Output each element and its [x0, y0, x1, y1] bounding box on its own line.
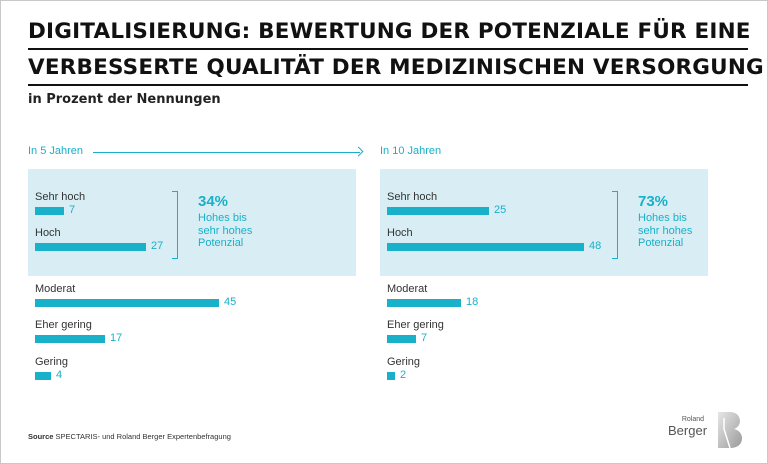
- period-label-5-years: In 5 Jahren: [28, 145, 84, 157]
- chart-title: DIGITALISIERUNG: BEWERTUNG DER POTENZIAL…: [28, 16, 764, 88]
- value-label-moderat-10-years: 18: [466, 296, 479, 308]
- highlight-label-line: sehr hohes: [638, 224, 693, 237]
- value-label-eher-gering-5-years: 17: [110, 332, 123, 344]
- logo-roland: Roland: [681, 416, 705, 423]
- highlight-label-line: sehr hohes: [198, 224, 253, 237]
- category-label-sehr-hoch: Sehr hoch: [387, 191, 438, 203]
- category-label-moderat: Moderat: [387, 283, 428, 295]
- source-note: Source SPECTARIS- und Roland Berger Expe…: [28, 432, 231, 441]
- value-label-sehr-hoch-5-years: 7: [69, 204, 76, 216]
- highlight-bracket-10-years: [612, 191, 618, 259]
- roland-berger-logo-text: Roland Berger: [668, 416, 707, 438]
- source-text: SPECTARIS- und Roland Berger Expertenbef…: [55, 432, 231, 441]
- title-line-1: DIGITALISIERUNG: BEWERTUNG DER POTENZIAL…: [28, 16, 750, 50]
- bar-hoch-10-years: [387, 243, 584, 251]
- bar-gering-10-years: [387, 372, 395, 380]
- highlight-label-line: Potenzial: [198, 237, 244, 249]
- highlight-label-line: Hohes bis: [638, 212, 687, 224]
- period-label-10-years: In 10 Jahren: [380, 145, 442, 157]
- category-label-sehr-hoch: Sehr hoch: [35, 191, 86, 203]
- highlight-panel-10-years: [380, 169, 708, 276]
- roland-berger-logo-icon: [718, 412, 742, 449]
- bar-eher-gering-5-years: [35, 335, 105, 343]
- category-label-hoch: Hoch: [35, 227, 61, 239]
- highlight-label-line: Hohes bis: [198, 212, 247, 224]
- highlight-label-line: Potenzial: [638, 237, 684, 249]
- highlight-value-5-years: 34%: [198, 193, 229, 210]
- bar-gering-5-years: [35, 372, 51, 380]
- value-label-eher-gering-10-years: 7: [421, 332, 428, 344]
- category-label-gering: Gering: [387, 356, 421, 368]
- value-label-gering-5-years: 4: [56, 369, 63, 381]
- category-label-moderat: Moderat: [35, 283, 76, 295]
- bar-sehr-hoch-10-years: [387, 207, 489, 215]
- bar-moderat-5-years: [35, 299, 219, 307]
- logo-berger: Berger: [668, 423, 708, 438]
- bar-eher-gering-10-years: [387, 335, 416, 343]
- category-label-eher-gering: Eher gering: [35, 319, 92, 331]
- highlight-label-10-years: Hohes bis sehr hohes Potenzial: [638, 212, 728, 250]
- bar-sehr-hoch-5-years: [35, 207, 64, 215]
- title-line-2: VERBESSERTE QUALITÄT DER MEDIZINISCHEN V…: [28, 52, 764, 86]
- bar-moderat-10-years: [387, 299, 461, 307]
- bar-hoch-5-years: [35, 243, 146, 251]
- category-label-eher-gering: Eher gering: [387, 319, 444, 331]
- value-label-sehr-hoch-10-years: 25: [494, 204, 507, 216]
- value-label-hoch-10-years: 48: [589, 240, 602, 252]
- category-label-hoch: Hoch: [387, 227, 413, 239]
- highlight-label-5-years: Hohes bis sehr hohes Potenzial: [198, 212, 288, 250]
- value-label-hoch-5-years: 27: [151, 240, 164, 252]
- highlight-panel-5-years: [28, 169, 356, 276]
- category-label-gering: Gering: [35, 356, 69, 368]
- chart-subtitle: in Prozent der Nennungen: [28, 92, 221, 107]
- source-label: Source: [28, 432, 54, 441]
- highlight-value-10-years: 73%: [638, 193, 669, 210]
- value-label-gering-10-years: 2: [400, 369, 407, 381]
- timeline-arrow: [93, 152, 360, 153]
- highlight-bracket-5-years: [172, 191, 178, 259]
- value-label-moderat-5-years: 45: [224, 296, 237, 308]
